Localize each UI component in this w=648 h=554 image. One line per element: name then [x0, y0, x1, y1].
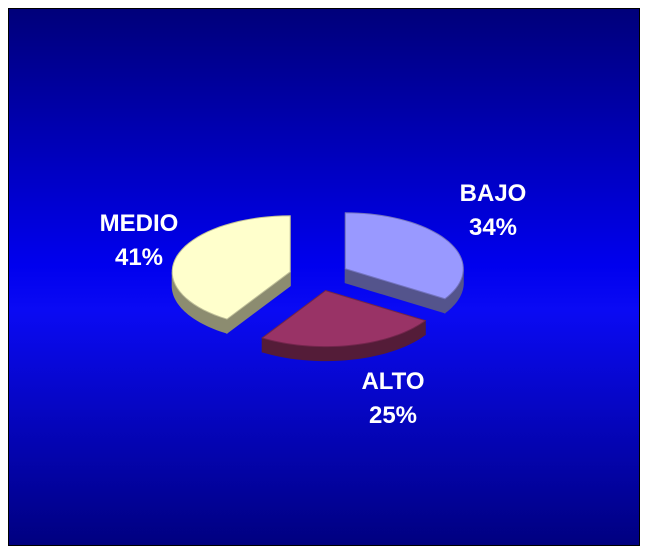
slice-top-alto [261, 290, 427, 348]
slice-top-medio [171, 215, 291, 320]
pie-slice-alto [261, 289, 427, 362]
slice-top-bajo [344, 212, 464, 300]
chart-frame: BAJO 34% MEDIO 41% ALTO 25% [8, 8, 640, 546]
label-alto: ALTO 25% [345, 365, 441, 433]
category-label-bajo: BAJO [459, 180, 527, 207]
value-label-bajo: 34% [468, 214, 518, 241]
pie-slice-medio [171, 215, 291, 335]
label-bajo: BAJO 34% [441, 177, 545, 245]
category-label-medio: MEDIO [99, 210, 179, 237]
value-label-alto: 25% [368, 402, 418, 429]
value-label-medio: 41% [114, 244, 164, 271]
category-label-alto: ALTO [361, 368, 425, 395]
pie-slice-bajo [344, 212, 464, 314]
label-medio: MEDIO 41% [79, 207, 199, 275]
pie-chart [171, 212, 464, 362]
